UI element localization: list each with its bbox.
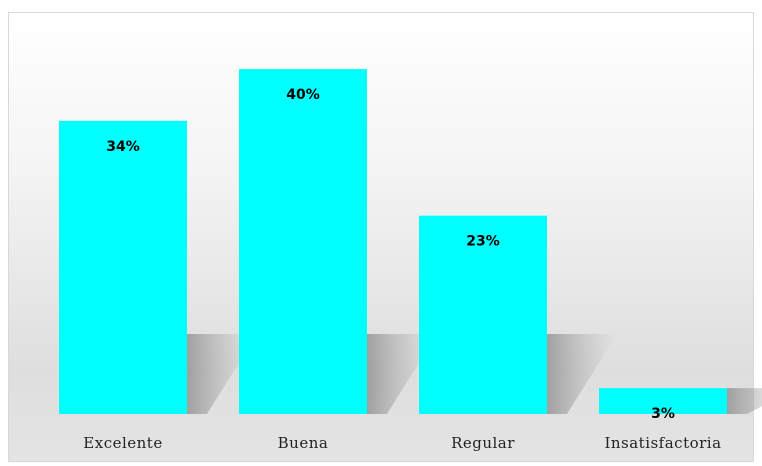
bar-regular	[419, 215, 547, 414]
bar-insatisfactoria	[599, 388, 727, 414]
category-label: Buena	[278, 434, 329, 452]
value-label: 40%	[286, 87, 320, 103]
value-label: 23%	[466, 234, 500, 250]
bar-shadow	[547, 334, 617, 414]
bars	[59, 69, 727, 414]
bar-excelente	[59, 120, 187, 414]
bar-buena	[239, 69, 367, 414]
value-label: 3%	[651, 406, 675, 422]
value-label: 34%	[106, 139, 140, 155]
value-labels: 34% 40% 23% 3%	[106, 87, 675, 422]
x-axis-labels: Excelente Buena Regular Insatisfactoria	[83, 434, 721, 452]
category-label: Insatisfactoria	[604, 434, 721, 452]
category-label: Excelente	[83, 434, 162, 452]
category-label: Regular	[451, 434, 515, 452]
bar-shadow	[727, 388, 762, 414]
